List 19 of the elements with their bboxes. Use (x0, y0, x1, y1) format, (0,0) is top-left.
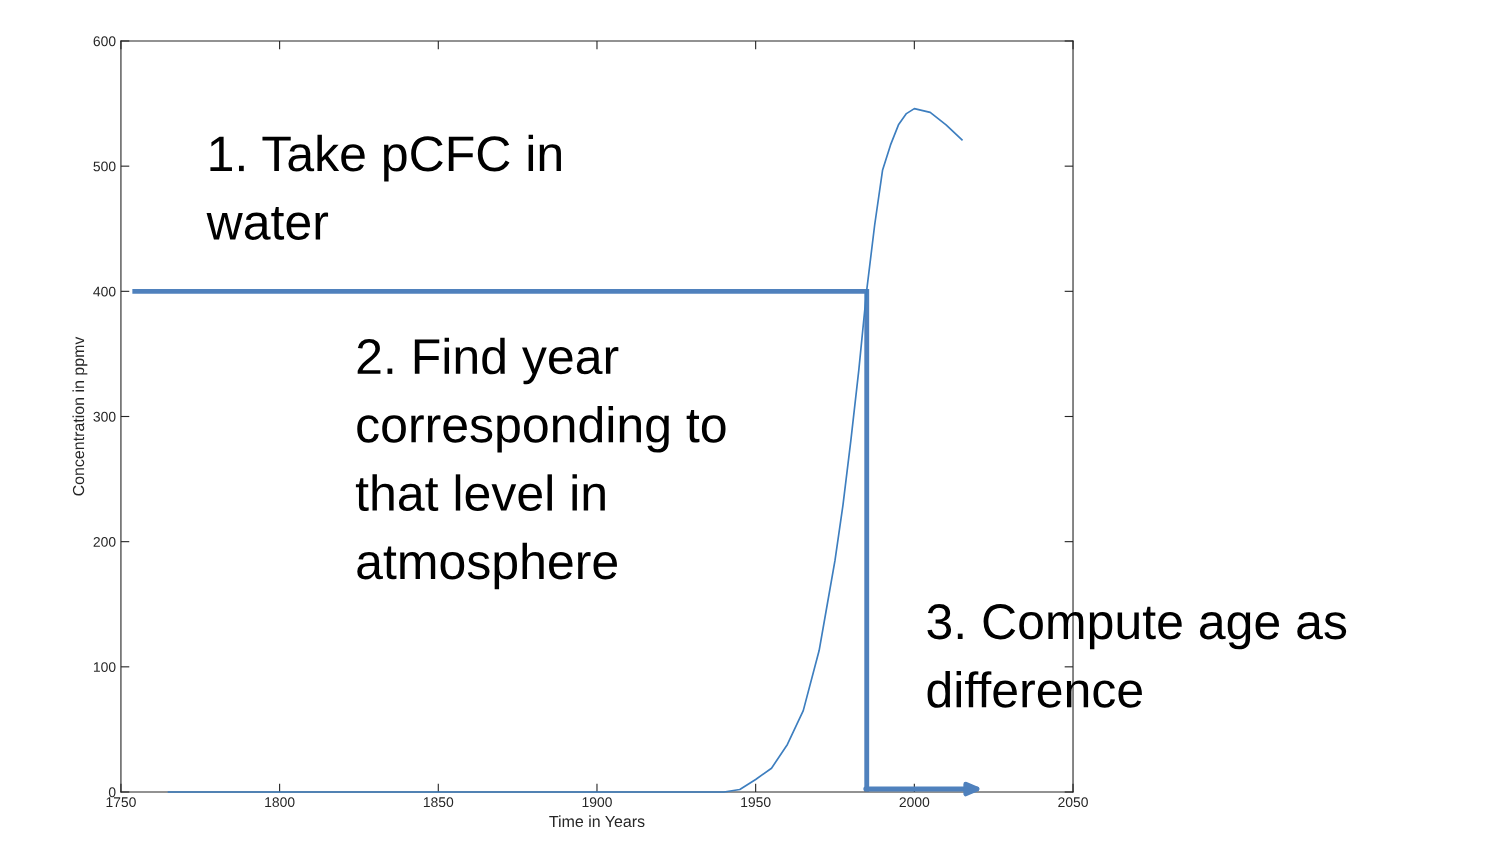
x-tick-label: 1750 (106, 797, 136, 808)
x-tick-label: 2050 (1058, 797, 1088, 808)
x-tick-label: 1850 (423, 797, 454, 808)
y-tick-label: 200 (93, 537, 116, 547)
y-tick-label: 0 (108, 787, 116, 798)
y-tick-label: 300 (93, 411, 116, 422)
x-axis-title: Time in Years (549, 815, 645, 828)
x-tick-label: 1950 (741, 797, 771, 808)
y-tick-label: 400 (93, 286, 116, 297)
annotation: 3. Compute age as difference (927, 604, 1347, 708)
y-tick-label: 100 (93, 662, 116, 672)
y-axis-title: Concentration in ppmv (72, 336, 88, 496)
y-tick-label: 500 (93, 161, 116, 172)
y-tick-label: 600 (93, 36, 116, 47)
x-tick-label: 1900 (582, 797, 612, 808)
annotation: 2. Find year corresponding to that level in atmosphere (355, 337, 726, 590)
x-tick-label: 1800 (265, 797, 295, 808)
annotation: 1. Take pCFC in water (206, 134, 561, 240)
x-tick-label: 2000 (899, 797, 930, 808)
